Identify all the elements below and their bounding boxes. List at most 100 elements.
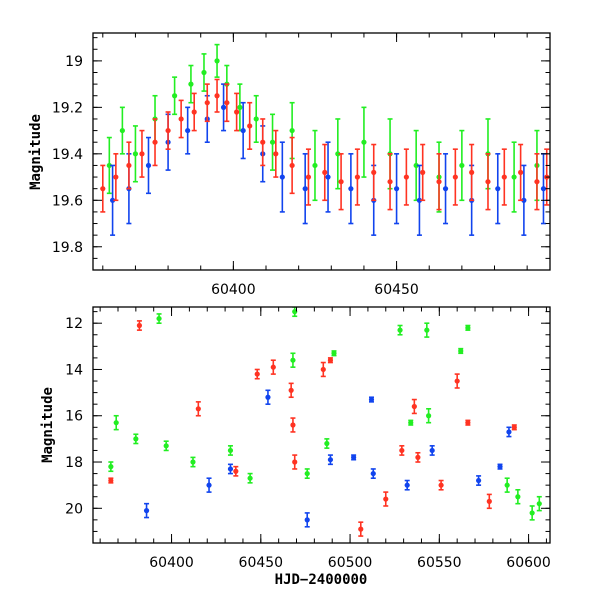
bottom-g-point bbox=[515, 488, 521, 505]
top-ylabel: Magnitude bbox=[28, 114, 44, 190]
top-frame bbox=[92, 32, 551, 271]
top-c-point bbox=[416, 164, 423, 236]
bottom-g-point bbox=[163, 440, 169, 452]
top-c-point bbox=[279, 141, 285, 213]
top-ytick-label: 19.6 bbox=[52, 193, 83, 209]
bottom-ytick-label: 18 bbox=[65, 455, 83, 471]
bottom-g-point bbox=[190, 456, 196, 468]
top-g-point bbox=[361, 106, 367, 178]
bottom-o-point bbox=[292, 454, 298, 470]
top-o-point bbox=[191, 92, 197, 132]
bottom-c-point bbox=[497, 463, 503, 470]
bottom-c-point bbox=[327, 454, 334, 466]
bottom-g-point bbox=[408, 419, 414, 426]
top-xtick-label: 60400 bbox=[211, 282, 256, 298]
top-o-point bbox=[403, 148, 409, 206]
top-o-point bbox=[485, 153, 491, 211]
bottom-g-point bbox=[426, 408, 432, 424]
bottom-g-point bbox=[424, 322, 430, 338]
bottom-o-point bbox=[270, 359, 276, 375]
top-c-point bbox=[521, 164, 527, 236]
top-xtick-label: 60450 bbox=[374, 282, 419, 298]
top-axes: 60400 60450 19 19.2 19.4 19.6 19.8 bbox=[52, 32, 551, 298]
top-c-point bbox=[495, 153, 501, 225]
top-c-point bbox=[109, 164, 116, 236]
top-g-point bbox=[312, 129, 318, 202]
top-o-point bbox=[260, 118, 266, 167]
bottom-o-point bbox=[399, 445, 405, 456]
top-data-points bbox=[100, 43, 550, 236]
top-ytick-label: 19.2 bbox=[52, 100, 83, 116]
bottom-xtick-label: 60600 bbox=[506, 555, 551, 571]
top-o-point bbox=[165, 111, 171, 150]
top-o-point bbox=[452, 148, 458, 206]
bottom-g-point bbox=[331, 350, 337, 357]
bottom-c-point bbox=[404, 479, 410, 491]
bottom-ytick-label: 12 bbox=[65, 316, 83, 332]
top-o-point bbox=[289, 136, 295, 195]
bottom-c-point bbox=[351, 454, 357, 461]
bottom-panel: Magnitude HJD−2400000 60400 60450 60500 605… bbox=[40, 306, 551, 588]
bottom-g-point bbox=[247, 472, 253, 484]
bottom-g-point bbox=[133, 433, 139, 445]
bottom-ytick-label: 14 bbox=[65, 362, 83, 378]
top-g-point bbox=[237, 83, 243, 132]
top-g-point bbox=[214, 43, 220, 78]
bottom-c-point bbox=[368, 396, 375, 403]
bottom-o-point bbox=[438, 479, 444, 491]
top-o-point bbox=[420, 143, 426, 202]
bottom-axes: 60400 60450 60500 60550 60600 12 14 16 18 20 bbox=[65, 306, 551, 571]
bottom-xtick-label: 60500 bbox=[328, 555, 373, 571]
bottom-g-point bbox=[324, 438, 330, 449]
top-c-point bbox=[325, 141, 331, 213]
top-o-point bbox=[100, 164, 106, 213]
top-o-point bbox=[469, 143, 475, 202]
top-o-point bbox=[224, 83, 230, 123]
top-o-point bbox=[139, 129, 145, 178]
bottom-xlabel: HJD−2400000 bbox=[275, 572, 368, 588]
bottom-c-point bbox=[227, 463, 234, 475]
top-c-point bbox=[240, 101, 246, 160]
bottom-o-point bbox=[383, 491, 389, 507]
bottom-c-point bbox=[370, 468, 376, 480]
top-ytick-label: 19.4 bbox=[52, 147, 83, 163]
top-g-point bbox=[201, 53, 207, 92]
bottom-c-point bbox=[143, 502, 150, 519]
bottom-plot-area bbox=[108, 307, 542, 537]
top-o-point bbox=[371, 143, 377, 202]
top-g-point bbox=[132, 125, 139, 183]
bottom-g-point bbox=[458, 347, 464, 355]
bottom-c-point bbox=[304, 512, 310, 528]
bottom-ytick-label: 16 bbox=[65, 409, 83, 425]
bottom-o-point bbox=[320, 361, 326, 378]
top-c-point bbox=[540, 153, 547, 225]
top-o-point bbox=[113, 153, 119, 202]
bottom-c-point bbox=[265, 389, 271, 405]
bottom-c-point bbox=[475, 475, 482, 486]
top-g-point bbox=[459, 129, 465, 202]
bottom-xtick-label: 60550 bbox=[417, 555, 462, 571]
bottom-o-point bbox=[233, 465, 239, 477]
top-g-point bbox=[269, 113, 276, 171]
top-g-point bbox=[188, 64, 194, 104]
top-c-point bbox=[302, 153, 308, 225]
bottom-o-point bbox=[358, 521, 364, 537]
bottom-g-point bbox=[227, 445, 234, 456]
bottom-o-point bbox=[511, 424, 517, 431]
bottom-g-point bbox=[113, 414, 119, 431]
top-o-point bbox=[338, 153, 344, 211]
bottom-o-point bbox=[108, 477, 114, 484]
bottom-g-point bbox=[529, 505, 535, 521]
top-g-point bbox=[119, 106, 125, 155]
top-o-point bbox=[247, 101, 253, 150]
bottom-xtick-label: 60450 bbox=[239, 555, 284, 571]
bottom-g-point bbox=[465, 324, 471, 331]
top-o-point bbox=[178, 99, 184, 139]
top-panel: Magnitude 60400 60450 19 19.2 19.4 19.6 19.8 bbox=[28, 32, 551, 298]
top-c-point bbox=[220, 83, 227, 132]
bottom-o-point bbox=[195, 401, 201, 417]
bottom-o-point bbox=[327, 357, 334, 364]
top-o-point bbox=[214, 78, 220, 113]
top-g-point bbox=[511, 141, 517, 213]
